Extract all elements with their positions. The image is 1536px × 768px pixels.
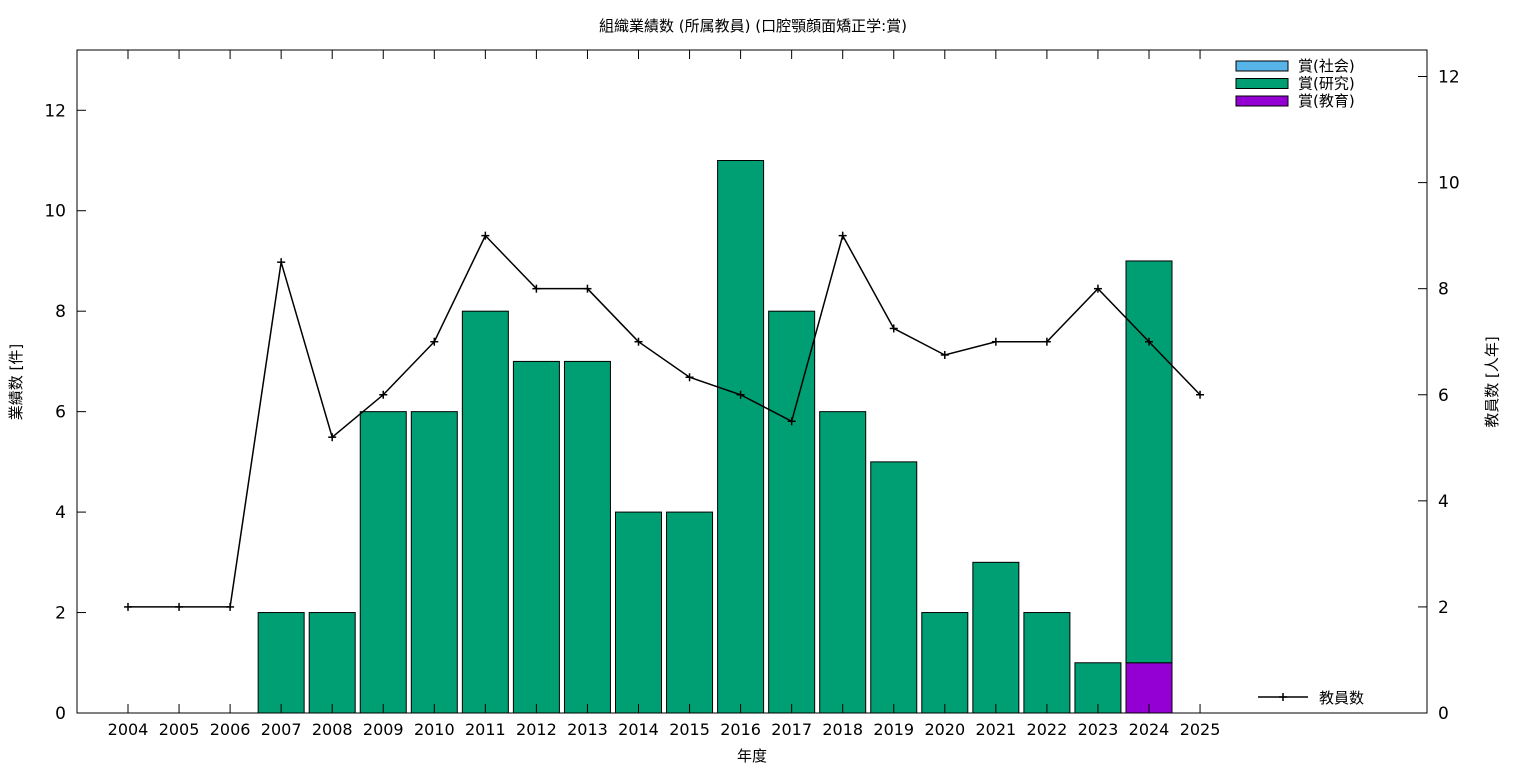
y-tick-label-2: 2 [55, 604, 66, 624]
bar-2009-series-1 [359, 411, 407, 714]
teacher-count-point-2016 [736, 390, 745, 399]
x-tick-label-2010: 2010 [414, 720, 455, 739]
teacher-count-point-2008 [328, 433, 337, 442]
x-tick-label-2006: 2006 [210, 720, 251, 739]
x-tick-label-2007: 2007 [261, 720, 302, 739]
teacher-count-point-2025 [1196, 390, 1205, 399]
bar-2015-series-1 [666, 511, 714, 714]
teacher-count-line [128, 233, 1201, 608]
bar-2011-series-1 [461, 310, 509, 714]
y-axis-label: 業績数 [件] [7, 344, 25, 420]
legend-line-label: 教員数 [1319, 689, 1364, 707]
y2-tick-label-6: 6 [1438, 386, 1449, 406]
chart-title: 組織業績数 (所属教員) (口腔顎顔面矯正学:賞) [599, 17, 907, 35]
bar-2008-series-1 [308, 612, 356, 714]
teacher-count-point-2007 [277, 258, 286, 267]
x-tick-label-2014: 2014 [618, 720, 659, 739]
x-tick-label-2009: 2009 [363, 720, 404, 739]
y2-tick-label-12: 12 [1438, 68, 1460, 88]
teacher-count-point-2006 [226, 602, 235, 611]
x-tick-label-2019: 2019 [873, 720, 914, 739]
bar-2017-series-1 [768, 310, 816, 714]
x-tick-label-2021: 2021 [975, 720, 1016, 739]
x-tick-label-2012: 2012 [516, 720, 557, 739]
bar-2007-series-1 [257, 612, 305, 714]
x-tick-label-2017: 2017 [771, 720, 812, 739]
bar-2022-series-1 [1023, 612, 1071, 714]
bar-2013-series-1 [563, 360, 611, 714]
bar-2020-series-1 [921, 612, 969, 714]
bar-2021-series-1 [972, 561, 1020, 714]
x-tick-label-2004: 2004 [108, 720, 149, 739]
x-tick-label-2008: 2008 [312, 720, 353, 739]
x-tick-label-2016: 2016 [720, 720, 761, 739]
legend-label-1: 賞(研究) [1298, 75, 1355, 93]
teacher-count-point-2020 [940, 350, 949, 359]
y2-tick-label-4: 4 [1438, 492, 1449, 512]
x-tick-label-2024: 2024 [1129, 720, 1170, 739]
y2-tick-label-0: 0 [1438, 704, 1449, 724]
bars-group [257, 160, 1173, 714]
x-tick-label-2025: 2025 [1180, 720, 1221, 739]
teacher-count-point-2022 [1042, 337, 1051, 346]
y2-tick-label-8: 8 [1438, 280, 1449, 300]
legend-line-sample [1258, 693, 1308, 701]
x-tick-label-2023: 2023 [1078, 720, 1119, 739]
y-tick-label-4: 4 [55, 503, 66, 523]
legend-label-0: 賞(社会) [1298, 57, 1355, 75]
x-tick-label-2013: 2013 [567, 720, 608, 739]
bar-2018-series-1 [819, 411, 867, 714]
x-tick-label-2015: 2015 [669, 720, 710, 739]
legend-swatch-2 [1235, 95, 1289, 107]
bar-2010-series-1 [410, 411, 458, 714]
x-axis-label: 年度 [737, 747, 767, 765]
x-tick-label-2020: 2020 [924, 720, 965, 739]
teacher-count-point-2017 [787, 417, 796, 426]
teacher-count-point-2023 [1093, 284, 1102, 293]
teacher-count-point-2005 [175, 602, 184, 611]
teacher-count-point-2018 [838, 231, 847, 240]
teacher-count-point-2012 [532, 284, 541, 293]
y2-tick-label-2: 2 [1438, 598, 1449, 618]
legend: 賞(社会)賞(研究)賞(教育) 教員数 [1235, 57, 1364, 707]
teacher-count-point-2013 [583, 284, 592, 293]
teacher-count-point-2009 [379, 390, 388, 399]
y2-tick-label-10: 10 [1438, 174, 1460, 194]
teacher-count-point-2014 [634, 337, 643, 346]
teacher-count-point-2004 [124, 602, 132, 611]
y-tick-label-12: 12 [44, 101, 66, 121]
y-tick-label-10: 10 [44, 202, 66, 222]
legend-swatch-1 [1235, 78, 1289, 89]
teacher-count-point-2015 [685, 373, 694, 382]
legend-label-2: 賞(教育) [1298, 92, 1355, 110]
x-tick-label-2022: 2022 [1027, 720, 1068, 739]
y-tick-label-8: 8 [55, 302, 66, 322]
teacher-count-point-2019 [889, 324, 898, 333]
teacher-count-point-2011 [481, 231, 490, 240]
bar-2019-series-1 [870, 461, 918, 714]
x-tick-label-2018: 2018 [822, 720, 863, 739]
bar-2016-series-1 [717, 160, 765, 714]
plot-frame [76, 49, 1428, 714]
x-tick-label-2005: 2005 [159, 720, 200, 739]
teacher-count-line-group [124, 231, 1205, 611]
teacher-count-point-2024 [1145, 337, 1153, 346]
legend-swatch-0 [1235, 60, 1289, 72]
y-tick-label-0: 0 [55, 704, 66, 724]
ticks-group: 0 2 4 6 8 10 12 0 2 4 6 8 10 12 2004 2005 2006 2007 2008 20… [44, 50, 1460, 739]
teacher-count-point-2010 [430, 337, 439, 346]
x-tick-label-2011: 2011 [465, 720, 506, 739]
bar-2024-series-1 [1125, 260, 1173, 664]
bar-2012-series-1 [512, 360, 560, 714]
teacher-count-point-2021 [991, 337, 1000, 346]
y-tick-label-6: 6 [55, 403, 66, 423]
y2-axis-label: 教員数 [人年] [1483, 336, 1501, 427]
bar-2014-series-1 [615, 511, 662, 714]
